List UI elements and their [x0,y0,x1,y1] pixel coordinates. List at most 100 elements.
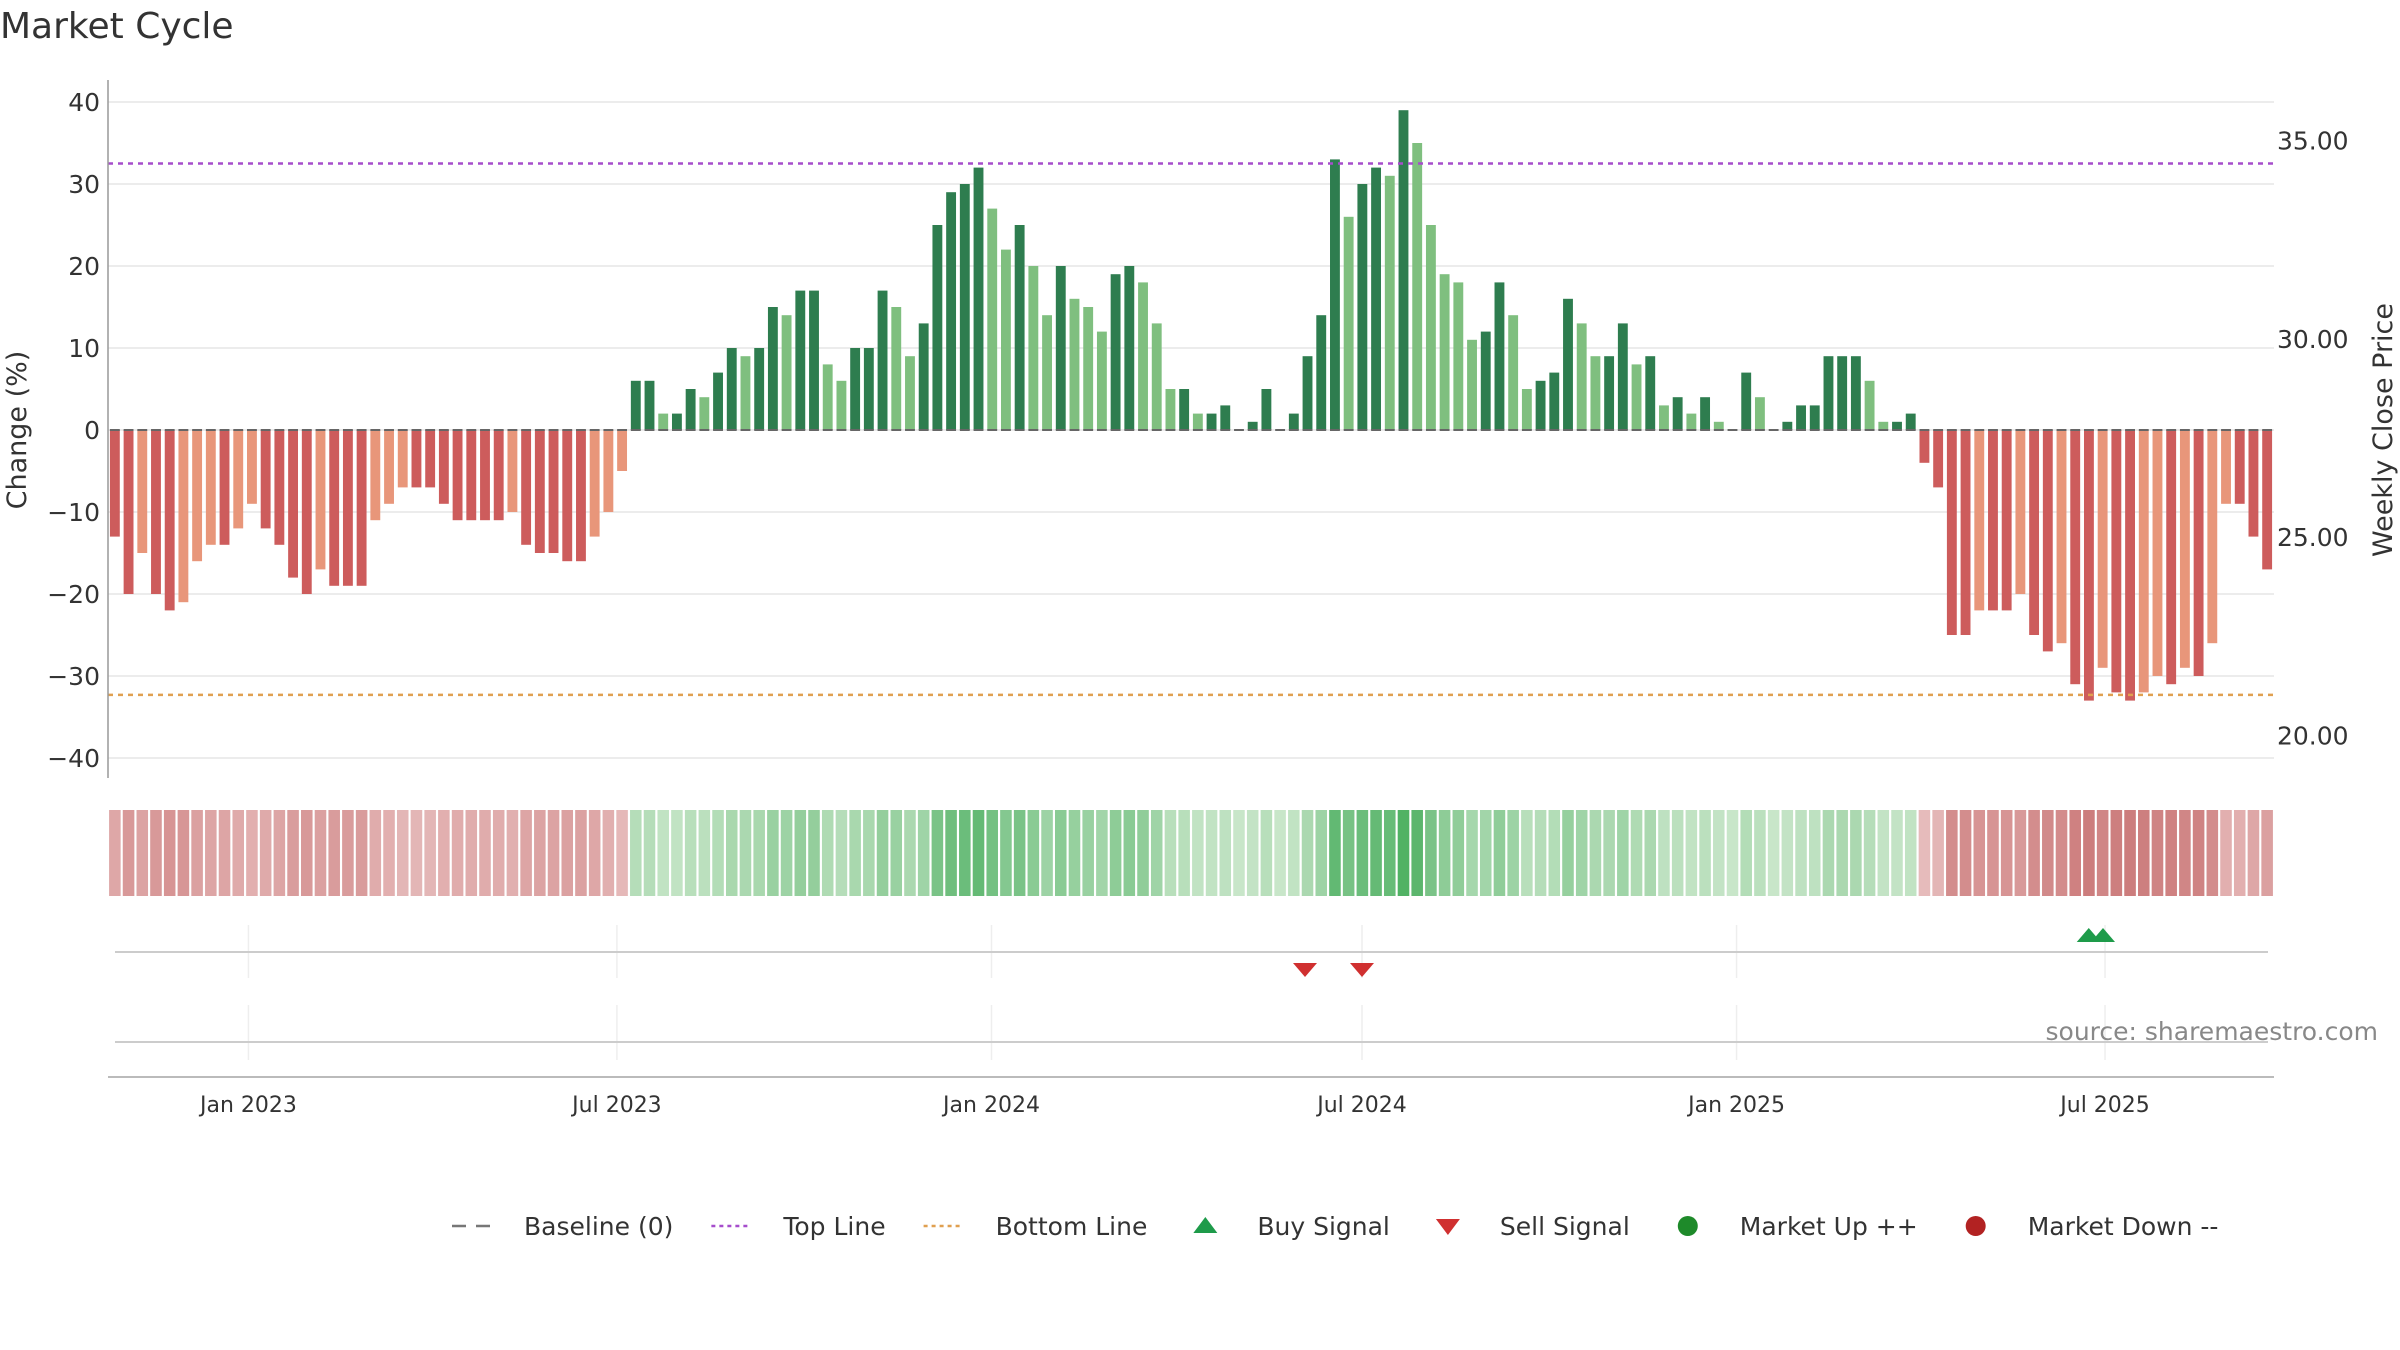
band-cell [917,810,930,896]
band-cell-overlay [671,810,683,896]
band-cell-overlay [438,810,450,896]
bar [1151,323,1162,430]
bar [1439,274,1450,430]
band-cell-overlay [1575,810,1588,896]
y-tick-label-right: 20.00 [2277,722,2349,751]
band-cell-overlay [2247,810,2260,896]
band-cell [410,810,423,896]
band-cell-overlay [1808,810,1821,896]
band-cell [1740,810,1752,896]
band-cell-overlay [1260,810,1273,896]
band-cell [1466,810,1478,896]
bar [918,323,929,430]
bar [2179,430,2190,668]
band-cell-overlay [1534,810,1547,896]
band-cell-overlay [835,810,848,896]
band-cell-overlay [890,810,903,896]
band-cell-overlay [314,810,327,896]
band-cell-overlay [273,810,286,896]
band-cell-overlay [1589,810,1602,896]
band-cell-overlay [588,810,601,896]
bar [370,430,381,521]
bar [822,364,833,430]
strength-band [109,810,2273,896]
band-cell [1863,810,1876,896]
bar [850,348,861,430]
bar [1083,307,1094,430]
band-cell-overlay [616,810,628,896]
bar [1179,389,1190,430]
bar [1521,389,1532,430]
band-cell [753,810,765,896]
band-cell-overlay [1891,810,1903,896]
bar [685,389,696,430]
bar [233,430,244,529]
band-cell [2247,810,2260,896]
band-cell [1137,810,1149,896]
band-cell-overlay [2014,810,2027,896]
bar [493,430,504,521]
band-cell-overlay [1630,810,1643,896]
band-cell-overlay [1507,810,1519,896]
band-cell-overlay [808,810,820,896]
bar [178,430,189,603]
band-cell [218,810,231,896]
band-cell [1479,810,1492,896]
bar [877,290,888,430]
bar [1754,397,1765,430]
y-tick-label-left: 40 [68,88,100,117]
bar [754,348,765,430]
band-cell-overlay [1342,810,1355,896]
band-cell [712,810,724,896]
bar [2125,430,2135,701]
band-cell-overlay [863,810,875,896]
bar [1316,315,1327,430]
band-cell [492,810,505,896]
bar [521,430,532,545]
y-tick-label-left: −20 [47,580,100,609]
band-cell-overlay [1438,810,1451,896]
band-cell-overlay [712,810,724,896]
band-cell-overlay [1603,810,1615,896]
legend-item: Bottom Line [923,1212,1147,1241]
y-tick-label-left: 30 [68,170,100,199]
band-cell [355,810,368,896]
legend-item: Top Line [711,1212,886,1241]
band-cell [136,810,149,896]
band-cell-overlay [287,810,299,896]
bar [617,430,628,471]
bar [1686,413,1697,430]
band-cell-overlay [1000,810,1012,896]
bar [534,430,545,553]
band-cell-overlay [2233,810,2246,896]
band-cell-overlay [753,810,765,896]
bar [1014,225,1025,430]
band-cell [1493,810,1506,896]
band-cell-overlay [2220,810,2232,896]
band-cell-overlay [2151,810,2164,896]
bar [576,430,586,562]
bar [2001,430,2012,611]
y-tick-label-left: 0 [84,416,100,445]
band-cell [657,810,669,896]
bar [1398,110,1409,430]
band-cell-overlay [1713,810,1725,896]
y-tick-label-left: −10 [47,498,100,527]
band-cell [575,810,587,896]
bar [1206,413,1217,430]
band-cell-overlay [1109,810,1122,896]
bar [781,315,792,430]
band-cell-overlay [1644,810,1657,896]
bar [699,397,710,430]
band-cell-overlay [2028,810,2040,896]
band-cell [904,810,916,896]
band-cell-overlay [506,810,519,896]
band-cell [1096,810,1108,896]
bar [1343,216,1354,430]
bar [1631,364,1642,430]
bar [384,430,394,504]
bar [315,430,326,570]
band-cell [1507,810,1519,896]
bar [411,430,422,488]
